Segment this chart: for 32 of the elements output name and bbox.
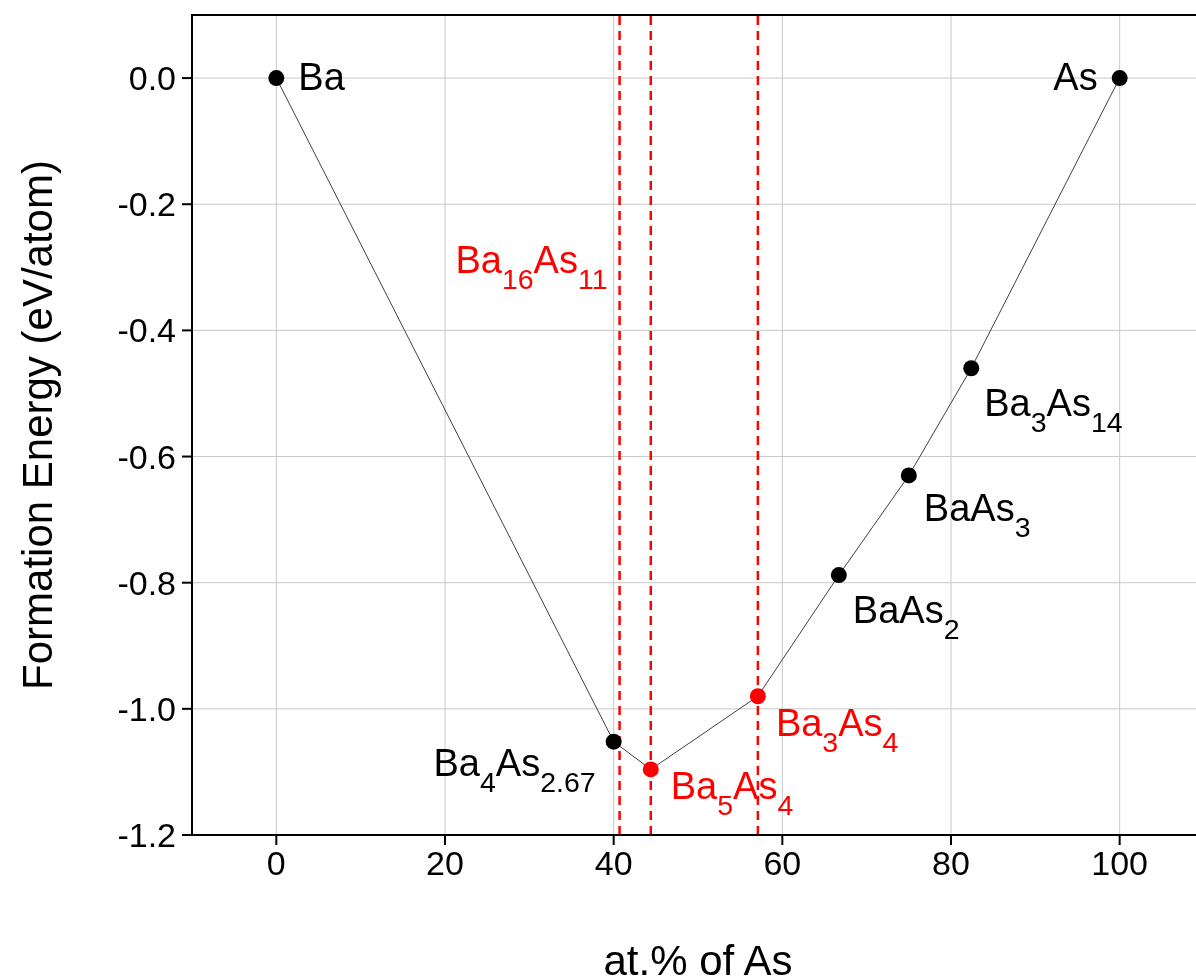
point: [749, 688, 766, 705]
point: [963, 360, 980, 377]
point: [830, 567, 847, 584]
y-tick-label: -0.4: [117, 311, 176, 350]
point: [900, 467, 917, 484]
x-tick-label: 0: [266, 844, 286, 883]
annotation: Ba$_{16}$As$_{11}$: [455, 239, 608, 295]
x-tick-label: 80: [932, 844, 970, 883]
y-axis-title: Formation Energy (eV/atom): [14, 160, 61, 690]
point: [642, 761, 659, 778]
annotation: Ba$_{5}$As$_{4}$: [670, 765, 794, 822]
annotation: Ba$_{4}$As$_{2.67}$: [433, 741, 596, 798]
x-axis-title: at.% of As: [603, 937, 793, 979]
y-tick-label: 0.0: [128, 59, 176, 98]
y-tick-label: -1.2: [117, 816, 176, 855]
y-tick-label: -1.0: [117, 689, 176, 728]
x-tick-label: 60: [763, 844, 802, 883]
annotation: Ba$_{3}$As$_{4}$: [775, 702, 899, 759]
y-tick-label: -0.8: [117, 563, 176, 602]
annotation: BaAs$_{3}$: [923, 487, 1031, 544]
annotation: BaAs$_{2}$: [852, 589, 960, 646]
annotation: Ba$_{3}$As$_{14}$: [984, 382, 1123, 439]
y-tick-label: -0.2: [117, 185, 176, 224]
annotation: As: [1053, 56, 1098, 99]
annotation: Ba: [298, 56, 346, 99]
y-tick-label: -0.6: [117, 437, 176, 476]
x-tick-label: 20: [426, 844, 464, 883]
point: [268, 70, 285, 87]
point: [605, 733, 622, 750]
x-tick-label: 40: [594, 844, 633, 883]
point: [1111, 70, 1128, 87]
x-tick-label: 100: [1091, 844, 1149, 883]
